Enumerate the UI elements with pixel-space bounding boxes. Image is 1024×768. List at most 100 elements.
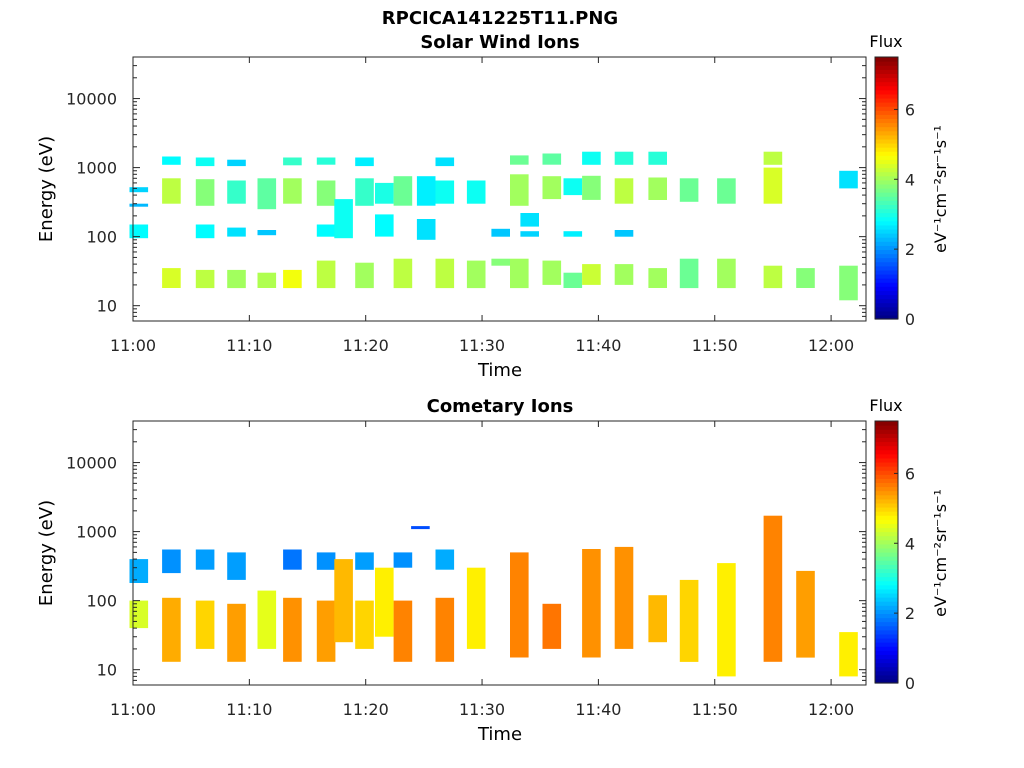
colorbar-step [875,228,898,234]
figure-title: RPCICA141225T11.PNG [382,8,618,29]
colorbar-step [875,654,898,660]
colorbar-step [875,502,898,508]
heatmap-cell [510,155,529,165]
heatmap-cell [582,264,601,285]
heatmap-cell [582,151,601,165]
heatmap-cell [257,272,277,288]
heatmap-cell [227,269,246,289]
heatmap-cell [393,552,413,568]
colorbar-step [875,298,898,304]
heatmap-cell [416,219,436,240]
colorbar-step [875,429,898,434]
colorbar-step [875,506,898,512]
colorbar-step [875,527,898,533]
colorbar-step [875,290,898,296]
colorbar-step [875,306,898,312]
colorbar-step [875,474,898,479]
heatmap-cell [416,176,436,206]
y-tick-label: 1000 [76,159,117,178]
x-tick-label: 11:40 [575,336,621,355]
heatmap-cell [717,563,736,677]
colorbar-step [875,556,898,561]
heatmap-cell [129,224,149,239]
heatmap-cell [162,178,181,204]
colorbar-step [875,261,898,267]
colorbar-tick-label: 2 [905,240,915,259]
colorbar-step [875,57,898,62]
heatmap-cell [316,552,336,570]
colorbar-step [875,200,898,205]
colorbar-step [875,126,898,132]
colorbar-step [875,523,898,529]
heatmap-cell [839,170,858,189]
axis-ticks: 11:00 11:10 11:20 11:30 11:40 11:50 12:00 10 100… [66,56,866,355]
x-tick-label: 11:00 [110,336,156,355]
heatmap-cell [129,203,149,207]
colorbar-step [875,249,898,255]
heatmap-cell [162,549,181,574]
colorbar-step [875,253,898,259]
colorbar-step [875,658,898,664]
heatmap-cell [520,213,539,227]
heatmap-cell [796,268,815,288]
colorbar-bottom: Flux eV⁻¹cm⁻²sr⁻¹s⁻¹ 0 2 4 6 [869,396,950,693]
colorbar-step [875,605,898,610]
colorbar-step [875,494,898,500]
colorbar-step [875,73,898,79]
heatmap-cell [195,269,215,289]
heatmap-cell [195,179,215,206]
plot-frame [132,420,867,686]
colorbar-step [875,147,898,152]
y-axis-label: Energy (eV) [36,136,57,242]
colorbar-step [875,552,898,557]
heatmap-cell [614,264,634,285]
colorbar-step [875,470,898,475]
colorbar-step [875,421,898,426]
colorbar-title: Flux [869,396,902,415]
heatmap-cell [316,260,336,289]
x-tick-label: 11:40 [575,700,621,719]
heatmap-cell [355,178,374,206]
colorbar-step [875,85,898,91]
heatmap-cell [614,546,634,649]
heatmap-cell [563,178,583,196]
colorbar-step [875,482,898,488]
heatmap-cell [375,182,394,204]
colorbar-step [875,490,898,496]
heatmap-cell [542,260,562,285]
colorbar-step [875,89,898,95]
x-axis-label: Time [477,724,522,745]
heatmap-cell [195,224,215,239]
heatmap-cell [393,258,413,289]
colorbar-step [875,441,898,447]
heatmap-cell [763,515,783,662]
heatmap-cell [227,159,246,167]
colorbar-step [875,302,898,308]
heatmap-cell [763,151,783,165]
colorbar-step [875,466,898,471]
heatmap-cell [435,180,455,204]
heatmap-cell [563,231,583,237]
heatmap-cell [648,177,667,200]
colorbar-step [875,449,898,455]
heatmap-cell [563,272,583,288]
heatmap-cell [614,178,634,204]
heatmap-cell [393,600,413,662]
heatmap-cell [839,632,858,677]
colorbar-step [875,175,898,181]
colorbar-step [875,310,898,316]
colorbar-step [875,588,898,594]
colorbar-step [875,642,898,647]
colorbar-step [875,478,898,483]
colorbar-step [875,167,898,173]
heatmap-cell [614,230,634,237]
colorbar-step [875,257,898,263]
heatmap-cell [491,228,510,237]
heatmap-cell [195,157,215,167]
heatmap-cell [375,567,394,637]
solar-wind-ions-panel: Solar Wind Ions Energy (eV) Time 11:00 11… [36,32,867,381]
y-tick-label: 10000 [66,90,117,109]
panel-title: Solar Wind Ions [420,32,579,53]
colorbar-step [875,183,898,189]
